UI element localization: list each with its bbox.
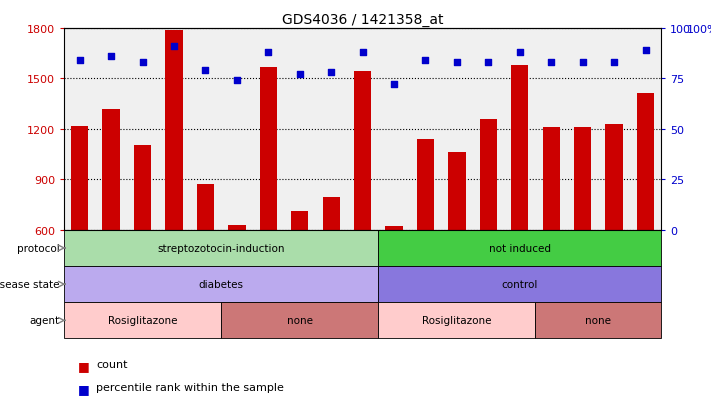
Bar bbox=[166, 31, 183, 230]
Point bbox=[545, 60, 557, 66]
Bar bbox=[291, 212, 309, 230]
Bar bbox=[197, 185, 214, 230]
Bar bbox=[511, 66, 528, 230]
Point bbox=[294, 72, 306, 78]
Text: Rosiglitazone: Rosiglitazone bbox=[422, 316, 492, 325]
Point bbox=[577, 60, 588, 66]
Point bbox=[419, 58, 431, 64]
Text: control: control bbox=[501, 280, 538, 290]
Bar bbox=[574, 128, 592, 230]
Point bbox=[74, 58, 85, 64]
Title: GDS4036 / 1421358_at: GDS4036 / 1421358_at bbox=[282, 12, 444, 26]
Bar bbox=[228, 225, 245, 230]
Text: count: count bbox=[96, 359, 127, 369]
Point bbox=[640, 48, 651, 55]
Bar bbox=[64, 230, 378, 266]
Bar bbox=[354, 72, 371, 230]
Bar bbox=[637, 93, 654, 230]
Point bbox=[483, 60, 494, 66]
Bar bbox=[385, 226, 402, 230]
Bar bbox=[221, 302, 378, 339]
Point bbox=[357, 50, 368, 57]
Point bbox=[231, 78, 242, 85]
Bar bbox=[535, 302, 661, 339]
Bar bbox=[378, 302, 535, 339]
Point bbox=[451, 60, 463, 66]
Bar bbox=[480, 119, 497, 230]
Text: agent: agent bbox=[29, 316, 59, 325]
Bar bbox=[134, 145, 151, 230]
Bar bbox=[71, 127, 88, 230]
Text: streptozotocin-induction: streptozotocin-induction bbox=[157, 243, 285, 253]
Bar bbox=[606, 125, 623, 230]
Y-axis label: 100%: 100% bbox=[688, 25, 711, 35]
Bar bbox=[64, 302, 221, 339]
Text: none: none bbox=[585, 316, 611, 325]
Point bbox=[514, 50, 525, 57]
Text: none: none bbox=[287, 316, 313, 325]
Point bbox=[169, 44, 180, 50]
Point bbox=[137, 60, 149, 66]
Text: ■: ■ bbox=[78, 359, 90, 372]
Bar bbox=[448, 153, 466, 230]
Text: protocol: protocol bbox=[16, 243, 59, 253]
Bar bbox=[378, 230, 661, 266]
Bar bbox=[417, 140, 434, 230]
Point bbox=[609, 60, 620, 66]
Bar bbox=[260, 67, 277, 230]
Text: Rosiglitazone: Rosiglitazone bbox=[108, 316, 177, 325]
Bar bbox=[323, 197, 340, 230]
Text: percentile rank within the sample: percentile rank within the sample bbox=[96, 382, 284, 392]
Bar bbox=[378, 266, 661, 302]
Text: diabetes: diabetes bbox=[198, 280, 244, 290]
Point bbox=[200, 68, 211, 74]
Point bbox=[105, 54, 117, 60]
Bar bbox=[542, 128, 560, 230]
Point bbox=[388, 82, 400, 88]
Bar bbox=[64, 266, 378, 302]
Bar bbox=[102, 109, 119, 230]
Point bbox=[326, 70, 337, 76]
Point bbox=[262, 50, 274, 57]
Text: ■: ■ bbox=[78, 382, 90, 395]
Text: disease state: disease state bbox=[0, 280, 59, 290]
Text: not induced: not induced bbox=[488, 243, 551, 253]
